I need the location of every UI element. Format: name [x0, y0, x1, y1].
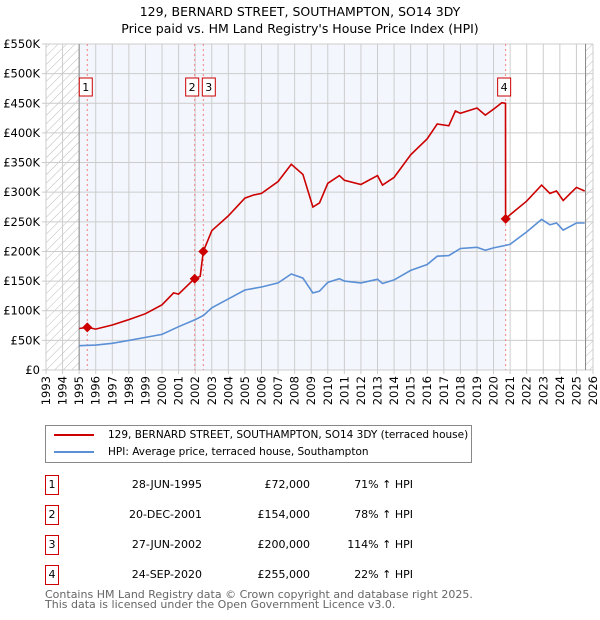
sale-label: 3: [205, 81, 212, 94]
x-tick-label: 2014: [387, 376, 401, 405]
x-tick-label: 1998: [122, 376, 136, 405]
sale-hpi: 71% ↑ HPI: [354, 478, 413, 491]
x-tick-label: 2022: [520, 376, 534, 405]
x-tick-label: 2005: [238, 376, 252, 405]
x-tick-label: 2013: [371, 376, 385, 405]
sale-row: 3 27-JUN-2002 £200,000 114% ↑ HPI: [45, 535, 445, 555]
chart-subtitle: Price paid vs. HM Land Registry's House …: [121, 21, 479, 36]
x-tick-label: 2019: [470, 376, 484, 405]
y-tick-label: £0: [25, 363, 40, 377]
legend-blue-line: [54, 451, 94, 453]
legend-property-label: 129, BERNARD STREET, SOUTHAMPTON, SO14 3…: [108, 429, 469, 441]
x-tick-label: 1993: [39, 376, 53, 405]
sale-label: 4: [501, 81, 508, 94]
x-tick-label: 2009: [304, 376, 318, 405]
sale-row: 2 20-DEC-2001 £154,000 78% ↑ HPI: [45, 505, 445, 525]
y-tick-label: £550K: [3, 37, 40, 51]
sale-hpi: 22% ↑ HPI: [354, 568, 413, 581]
x-tick-label: 2025: [569, 376, 583, 405]
sale-price: £154,000: [257, 508, 311, 521]
y-tick-label: £50K: [11, 333, 41, 347]
sale-number: 1: [45, 475, 59, 495]
sale-point: [198, 246, 209, 257]
y-tick-label: £200K: [3, 244, 40, 258]
x-tick-label: 2015: [404, 376, 418, 405]
hatched-region-after: [585, 44, 593, 370]
sale-point: [500, 213, 511, 224]
y-tick-label: £250K: [3, 215, 40, 229]
x-tick-label: 2023: [536, 376, 550, 405]
x-tick-label: 2003: [205, 376, 219, 405]
x-tick-label: 2018: [453, 376, 467, 405]
legend: 129, BERNARD STREET, SOUTHAMPTON, SO14 3…: [45, 425, 472, 463]
sale-label-box: [497, 77, 512, 97]
sale-date: 27-JUN-2002: [131, 538, 202, 551]
ownership-shading: [79, 44, 506, 370]
x-tick-label: 1994: [56, 376, 70, 405]
y-tick-label: £150K: [3, 274, 40, 288]
sale-date: 28-JUN-1995: [131, 478, 202, 491]
x-tick-label: 1999: [138, 376, 152, 405]
x-tick-label: 2026: [586, 376, 600, 405]
sale-number: 4: [45, 565, 59, 585]
legend-red-line: [54, 434, 94, 436]
y-tick-label: £350K: [3, 156, 40, 170]
x-tick-label: 2004: [221, 376, 235, 405]
footer-licence: This data is licensed under the Open Gov…: [45, 598, 396, 611]
y-tick-label: £450K: [3, 96, 40, 110]
x-tick-label: 2016: [420, 376, 434, 405]
x-tick-label: 2011: [337, 376, 351, 405]
x-tick-label: 2010: [321, 376, 335, 405]
sale-price: £200,000: [257, 538, 311, 551]
sale-point: [82, 322, 93, 333]
y-tick-label: £500K: [3, 67, 40, 81]
x-tick-label: 2002: [188, 376, 202, 405]
x-tick-label: 2007: [271, 376, 285, 405]
footer-copyright: Contains HM Land Registry data © Crown c…: [45, 588, 473, 601]
price-chart: 1993 1994 1995 1996 1997 1998 1999 2000 2001 2002…: [3, 37, 600, 405]
x-tick-label: 2024: [553, 376, 567, 405]
x-tick-label: 2017: [437, 376, 451, 405]
sale-date: 24-SEP-2020: [131, 568, 202, 581]
sale-row: 4 24-SEP-2020 £255,000 22% ↑ HPI: [45, 565, 445, 585]
x-tick-label: 2012: [354, 376, 368, 405]
x-tick-label: 2001: [172, 376, 186, 405]
x-tick-label: 2008: [288, 376, 302, 405]
legend-hpi-label: HPI: Average price, terraced house, Sout…: [108, 446, 369, 458]
sale-number: 2: [45, 505, 59, 525]
hpi-line: [79, 218, 585, 347]
x-tick-label: 2006: [254, 376, 268, 405]
sale-label: 2: [189, 81, 196, 94]
x-tick-label: 1996: [89, 376, 103, 405]
sale-price: £255,000: [257, 568, 311, 581]
sale-row: 1 28-JUN-1995 £72,000 71% ↑ HPI: [45, 475, 445, 495]
x-tick-label: 2020: [487, 376, 501, 405]
x-tick-label: 1997: [105, 376, 119, 405]
y-tick-label: £400K: [3, 126, 40, 140]
sale-label-box: [201, 77, 216, 97]
sale-number: 3: [45, 535, 59, 555]
x-tick-label: 2000: [155, 376, 169, 405]
footer: Contains HM Land Registry data © Crown c…: [45, 588, 473, 611]
y-tick-label: £100K: [3, 304, 40, 318]
chart-title: 129, BERNARD STREET, SOUTHAMPTON, SO14 3…: [139, 4, 461, 19]
sale-label: 1: [82, 81, 89, 94]
sale-date: 20-DEC-2001: [128, 508, 202, 521]
sale-label-box: [78, 77, 93, 97]
sale-label-box: [185, 77, 200, 97]
y-tick-label: £300K: [3, 185, 40, 199]
sale-price: £72,000: [264, 478, 311, 491]
sale-hpi: 114% ↑ HPI: [347, 538, 413, 551]
sale-hpi: 78% ↑ HPI: [354, 508, 413, 521]
x-tick-label: 2021: [503, 376, 517, 405]
x-tick-label: 1995: [72, 376, 86, 405]
sale-point: [189, 273, 200, 284]
